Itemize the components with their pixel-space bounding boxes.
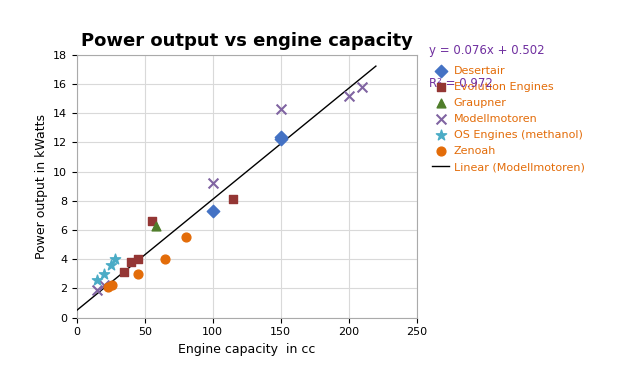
Point bbox=[228, 196, 238, 202]
Point bbox=[151, 223, 161, 228]
Point bbox=[208, 208, 218, 214]
Point bbox=[99, 283, 109, 288]
Point bbox=[181, 234, 191, 240]
Point bbox=[276, 106, 286, 112]
Point bbox=[106, 262, 116, 268]
Point bbox=[276, 134, 286, 139]
Point bbox=[344, 93, 354, 99]
Point bbox=[276, 137, 286, 142]
Y-axis label: Power output in kWatts: Power output in kWatts bbox=[35, 114, 47, 259]
Point bbox=[103, 284, 113, 290]
X-axis label: Engine capacity  in cc: Engine capacity in cc bbox=[178, 343, 315, 356]
Point bbox=[160, 256, 171, 262]
Title: Power output vs engine capacity: Power output vs engine capacity bbox=[81, 32, 413, 50]
Point bbox=[92, 277, 103, 283]
Point bbox=[133, 271, 143, 277]
Point bbox=[147, 218, 157, 224]
Text: y = 0.076x + 0.502: y = 0.076x + 0.502 bbox=[429, 44, 545, 57]
Point bbox=[107, 283, 117, 288]
Point bbox=[110, 256, 120, 262]
Point bbox=[99, 271, 109, 277]
Point bbox=[357, 84, 367, 90]
Point bbox=[133, 256, 143, 262]
Point bbox=[92, 287, 103, 293]
Legend: Desertair, Evolution Engines, Graupner, Modellmotoren, OS Engines (methanol), Ze: Desertair, Evolution Engines, Graupner, … bbox=[433, 66, 585, 172]
Text: R² = 0.972: R² = 0.972 bbox=[429, 77, 494, 90]
Point bbox=[126, 259, 137, 265]
Point bbox=[208, 180, 218, 186]
Point bbox=[119, 269, 129, 275]
